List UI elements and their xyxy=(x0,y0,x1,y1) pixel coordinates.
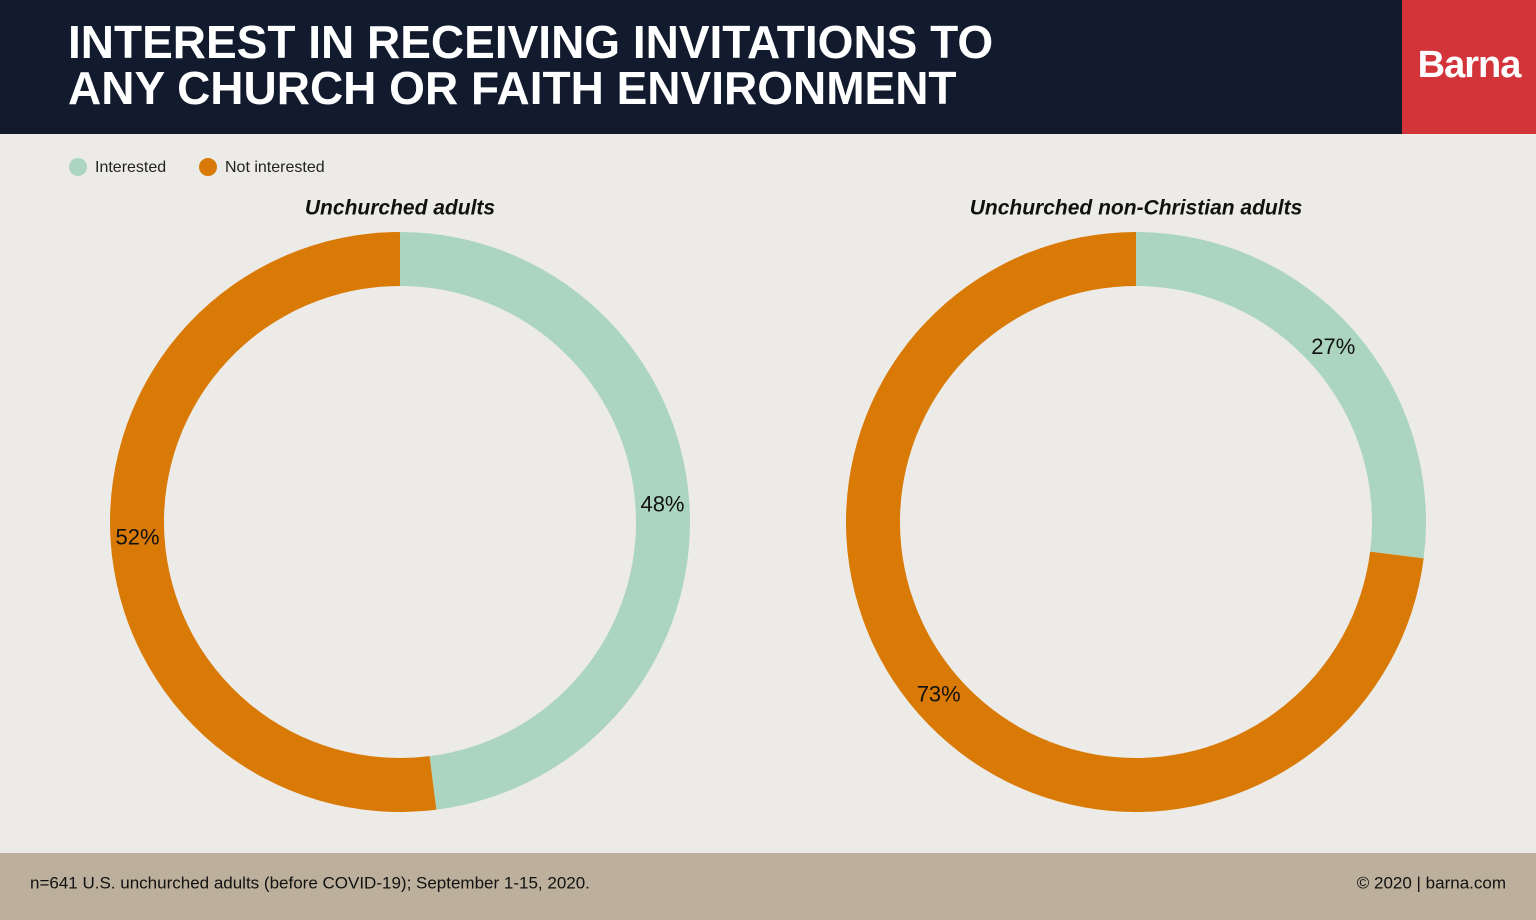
value-label: 27% xyxy=(1311,334,1355,359)
title-line: ANY CHURCH OR FAITH ENVIRONMENT xyxy=(68,62,957,114)
legend-swatch xyxy=(69,158,87,176)
chart-title: Unchurched adults xyxy=(305,197,495,220)
legend-label: Interested xyxy=(95,159,166,176)
donut-segment xyxy=(400,231,691,810)
legend-swatch xyxy=(199,158,217,176)
logo-box xyxy=(1402,0,1536,134)
footer-bar xyxy=(0,853,1536,920)
footer-credit: © 2020 | barna.com xyxy=(1357,873,1506,892)
value-label: 73% xyxy=(917,682,961,707)
footer-source: n=641 U.S. unchurched adults (before COV… xyxy=(30,873,590,892)
logo: Barna xyxy=(1418,44,1523,86)
value-label: 48% xyxy=(640,491,684,516)
donut-segment xyxy=(110,232,437,812)
value-label: 52% xyxy=(115,524,159,549)
donut-segment xyxy=(1136,232,1426,559)
legend-label: Not interested xyxy=(225,159,325,176)
title-line: INTEREST IN RECEIVING INVITATIONS TO xyxy=(68,16,993,68)
chart-title: Unchurched non-Christian adults xyxy=(970,197,1303,220)
header-bar xyxy=(0,0,1402,134)
